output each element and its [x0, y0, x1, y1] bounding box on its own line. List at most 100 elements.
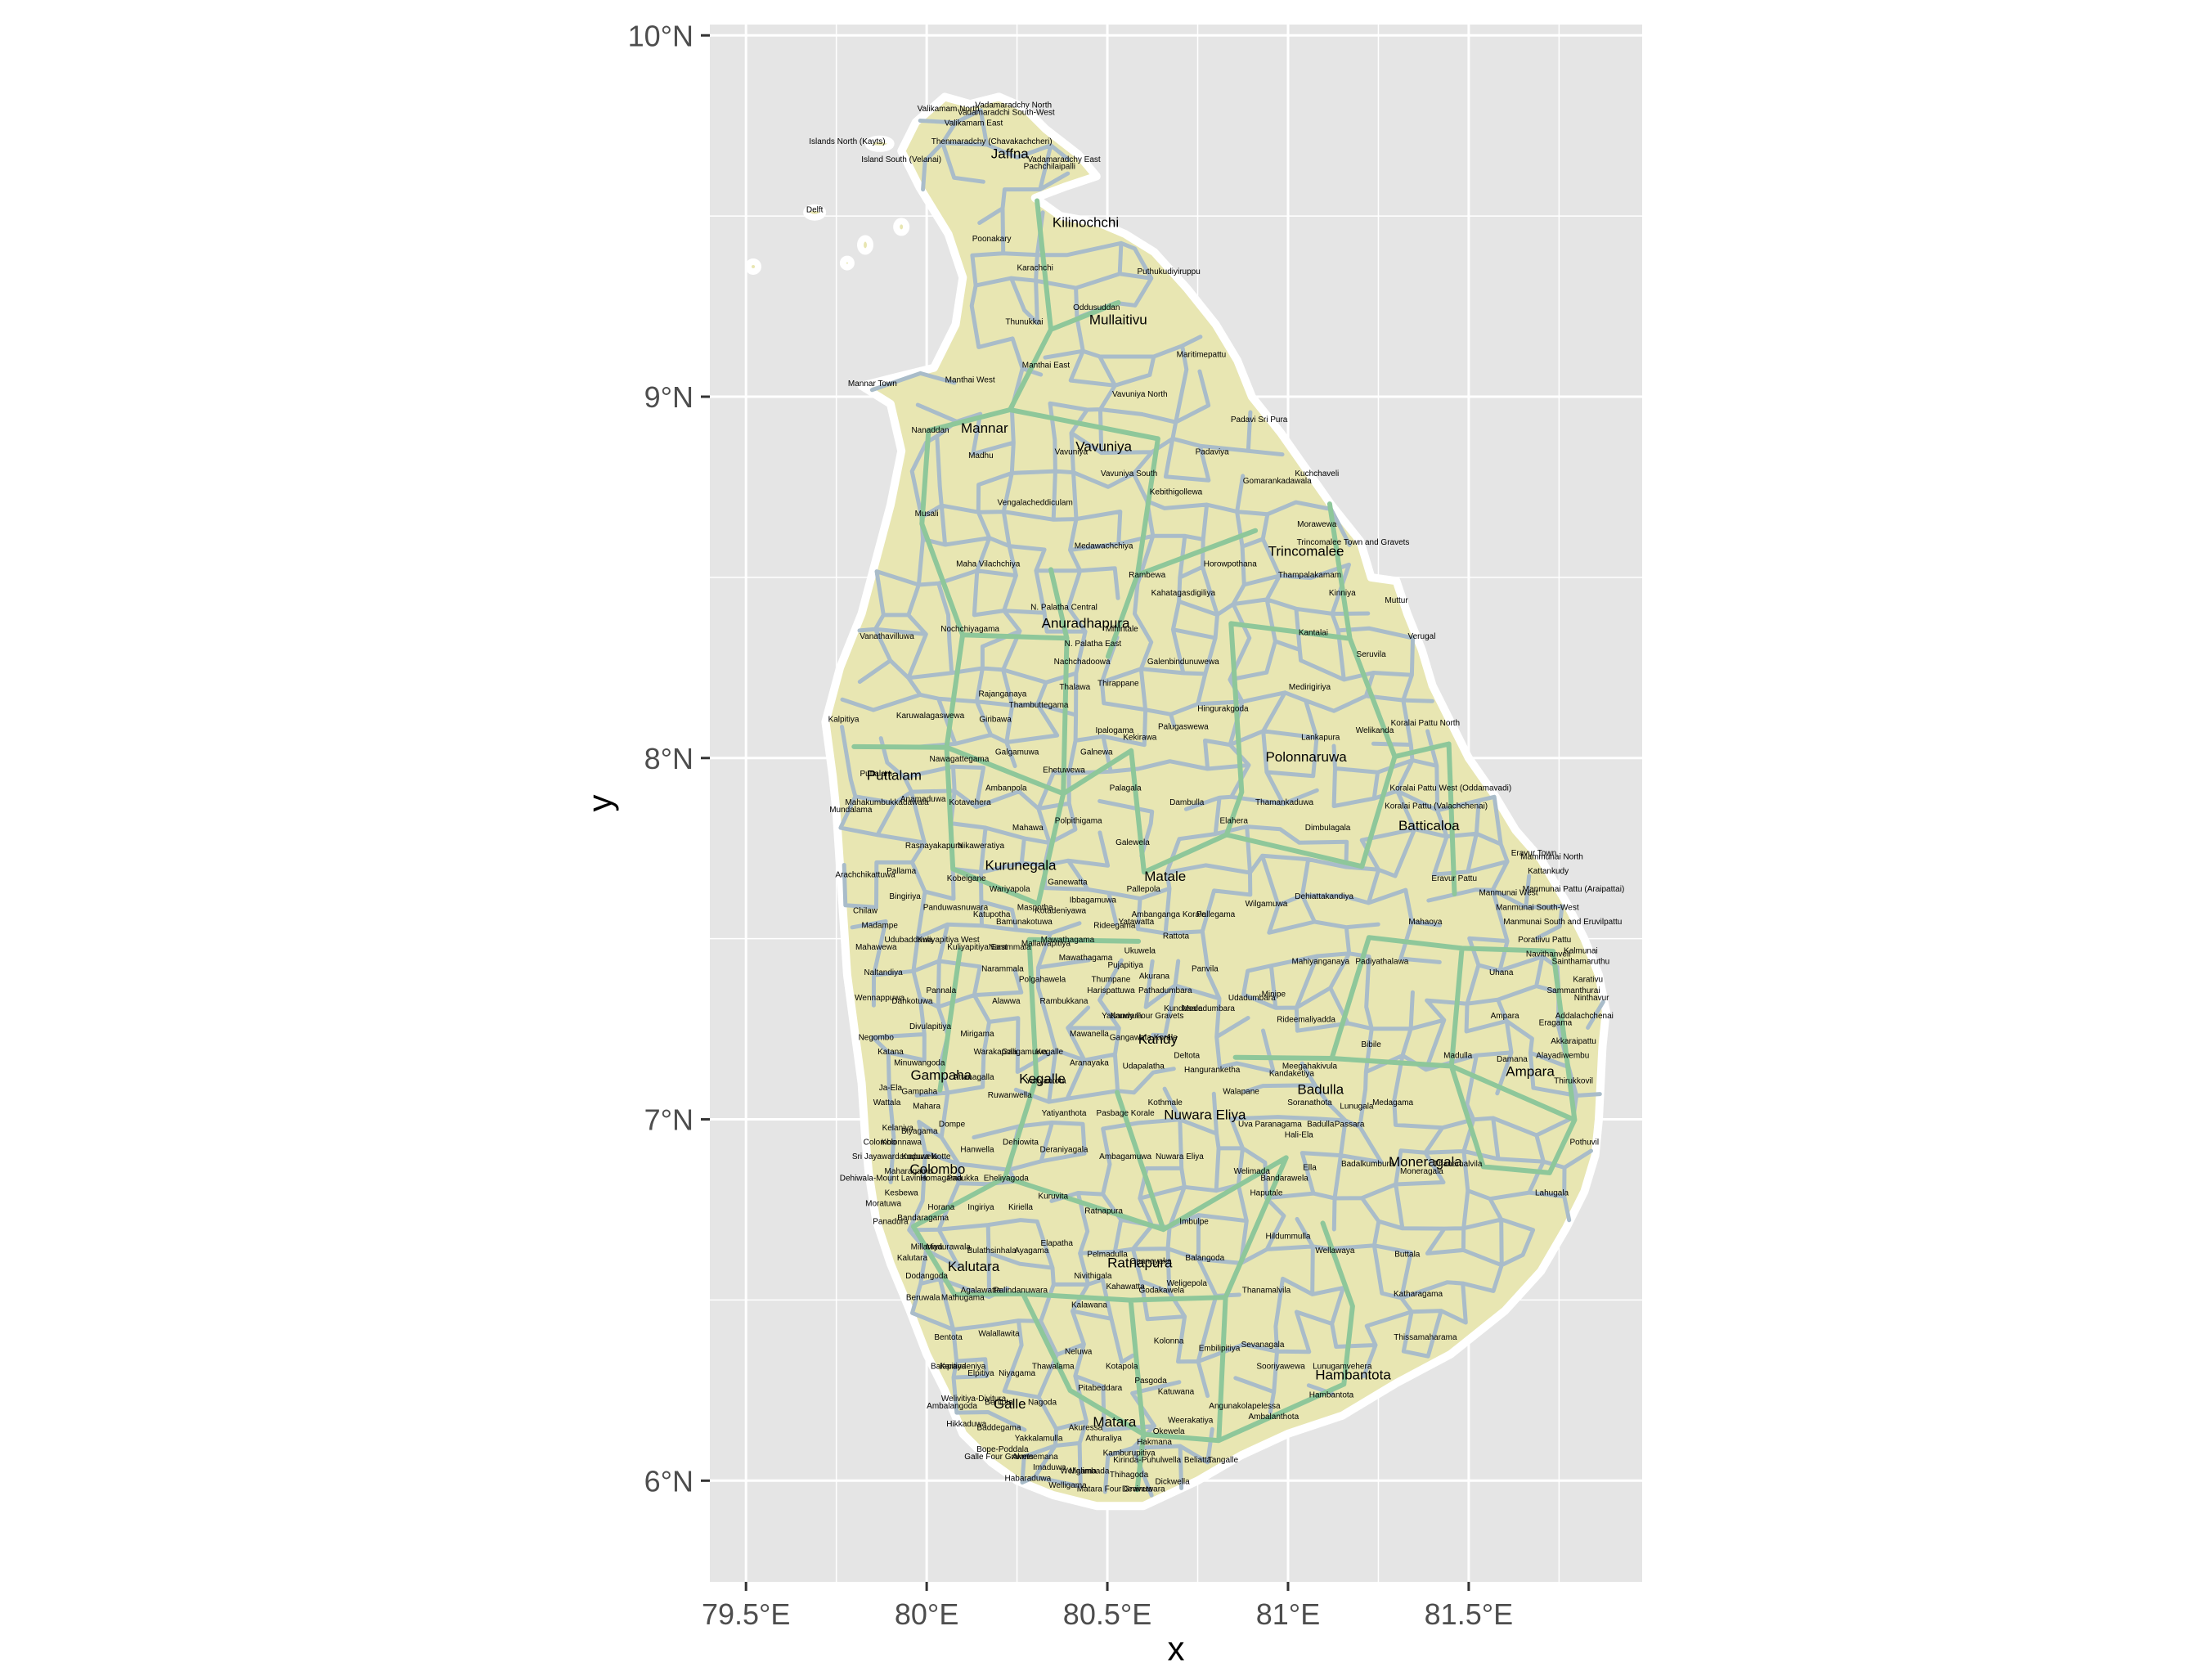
division-label: Negombo	[859, 1033, 895, 1042]
division-label: Moneragala	[1400, 1167, 1443, 1176]
division-label: Kandy Four Gravets	[1111, 1012, 1183, 1021]
division-label: Bandarawela	[1260, 1175, 1308, 1184]
division-label: Bulathsinhala	[967, 1247, 1017, 1256]
y-tick-label: 6°N	[644, 1464, 694, 1498]
division-label: Mannar Town	[848, 380, 897, 389]
division-label: Sainthamaruthu	[1552, 958, 1610, 967]
division-label: Madurawala	[926, 1243, 971, 1252]
division-label: Manmunai Pattu (Araipattai)	[1523, 885, 1625, 894]
division-label: Maharagama	[885, 1167, 933, 1176]
division-label: Galgamuwa	[995, 748, 1039, 757]
sri-lanka-landmass	[821, 92, 1610, 1511]
district-label: Colombo	[909, 1161, 965, 1177]
division-label: Palugaswewa	[1158, 722, 1209, 731]
division-label: Ipalogama	[1096, 726, 1134, 735]
division-label: Kaduwela	[901, 1152, 937, 1161]
division-label: Karachchi	[1017, 263, 1053, 272]
division-label: Imaduwa	[1033, 1463, 1066, 1472]
division-label: Galigamuwa	[1002, 1048, 1048, 1057]
division-label: Udubaddawa	[885, 936, 933, 945]
division-label: Mahaoya	[1408, 918, 1443, 927]
division-label: Mawanella	[1070, 1030, 1109, 1039]
division-label: Badulla	[1307, 1120, 1335, 1129]
division-label: Karuwalagaswewa	[896, 712, 965, 721]
division-label: Pachchilaipalli	[1024, 163, 1075, 172]
division-label: Lunugamvehera	[1313, 1362, 1372, 1371]
division-label: Pathadumbara	[1138, 986, 1192, 995]
division-label: Vadamaradchi South-West	[958, 108, 1055, 117]
division-label: Palindanuwara	[994, 1287, 1048, 1296]
district-label: Polonnaruwa	[1265, 749, 1347, 765]
division-label: Puttalam	[860, 770, 892, 779]
division-label: Akurana	[1139, 972, 1170, 981]
islet	[745, 258, 762, 275]
district-boundaries	[851, 198, 1578, 1493]
division-label: Vadamaradchy East	[1027, 155, 1101, 164]
division-label: Habaraduwa	[1004, 1474, 1051, 1483]
division-label: Badalkumbura	[1341, 1160, 1394, 1169]
division-boundaries	[838, 108, 1605, 1498]
division-label: Colombo	[864, 1138, 896, 1147]
division-label: Harispattuwa	[1087, 986, 1135, 995]
division-label: Dankotuwa	[891, 997, 932, 1006]
division-label: Nochchiyagama	[940, 625, 999, 634]
division-label: Katharagama	[1394, 1290, 1443, 1299]
division-label: Thamankaduwa	[1255, 798, 1314, 807]
district-label: Galle	[994, 1396, 1026, 1412]
division-label: Balapitiya	[931, 1362, 967, 1371]
division-label: Narammala	[989, 943, 1031, 952]
division-label: Pujapitiya	[1107, 961, 1143, 970]
district-label: Kilinochchi	[1053, 214, 1119, 230]
division-label: Ambanganga Korale	[1132, 910, 1207, 919]
division-label: Polpithigama	[1055, 816, 1102, 825]
division-label: Thampalakamam	[1278, 571, 1341, 580]
division-label: Passara	[1335, 1120, 1365, 1129]
division-label: Chilaw	[853, 907, 878, 916]
division-label: Dehiattakandiya	[1295, 892, 1353, 901]
division-label: Kolonna	[1154, 1336, 1184, 1345]
islet	[864, 135, 895, 152]
division-label: Ja-Ela	[879, 1084, 903, 1093]
division-label: Manmunai West	[1479, 889, 1537, 898]
division-label: Weligepola	[1167, 1279, 1208, 1288]
division-label: Ratnapura	[1084, 1206, 1123, 1215]
division-label: Wilgamuwa	[1246, 900, 1288, 909]
division-label: Pannala	[926, 986, 956, 995]
division-label: Pallepola	[1127, 885, 1161, 894]
division-label: N. Palatha Central	[1030, 604, 1098, 613]
district-label: Ampara	[1506, 1064, 1555, 1080]
division-label: Mathugama	[941, 1293, 985, 1302]
division-label: Dickwella	[1155, 1478, 1190, 1487]
division-label: Narammala	[981, 964, 1024, 973]
division-label: Okewela	[1153, 1427, 1185, 1436]
division-label: Damana	[1497, 1055, 1528, 1064]
x-tick-label: 81°E	[1256, 1597, 1320, 1631]
division-label: Ganewatta	[1048, 878, 1088, 887]
division-label: Eheliyagoda	[984, 1175, 1029, 1184]
division-label: Beliatta	[1184, 1456, 1212, 1465]
division-label: Island South (Velanai)	[861, 155, 941, 164]
division-label: N. Palatha East	[1065, 640, 1122, 649]
division-label: Rajanganaya	[978, 690, 1026, 699]
division-label: Pelmadulla	[1087, 1250, 1128, 1259]
division-label: Yatawatta	[1119, 918, 1155, 927]
district-label: Trincomalee	[1268, 543, 1344, 559]
district-label: Moneragala	[1389, 1154, 1462, 1170]
division-label: Aranayaka	[1070, 1058, 1109, 1067]
division-label: Ibbagamuwa	[1070, 896, 1117, 905]
division-label: Anamaduwa	[900, 795, 946, 804]
division-label: Welivitiya-Divitura	[941, 1395, 1007, 1404]
division-label: Rambewa	[1129, 571, 1165, 580]
division-label: Manthai West	[945, 375, 995, 384]
x-axis: 79.5°E 80°E 80.5°E 81°E 81.5°E	[702, 1582, 1513, 1631]
division-label: Ampara	[1491, 1012, 1519, 1021]
division-label: Kuchchaveli	[1295, 469, 1339, 478]
division-label: Haputale	[1250, 1188, 1282, 1197]
division-label: Koralai Pattu West (Oddamavadi)	[1389, 784, 1511, 793]
y-tick-label: 8°N	[644, 742, 694, 775]
division-label: Yatiyantota	[1026, 1076, 1066, 1085]
division-label: Akkaraipattu	[1551, 1037, 1596, 1046]
x-axis-title: x	[1168, 1629, 1185, 1668]
division-label: Thirappane	[1098, 679, 1139, 688]
